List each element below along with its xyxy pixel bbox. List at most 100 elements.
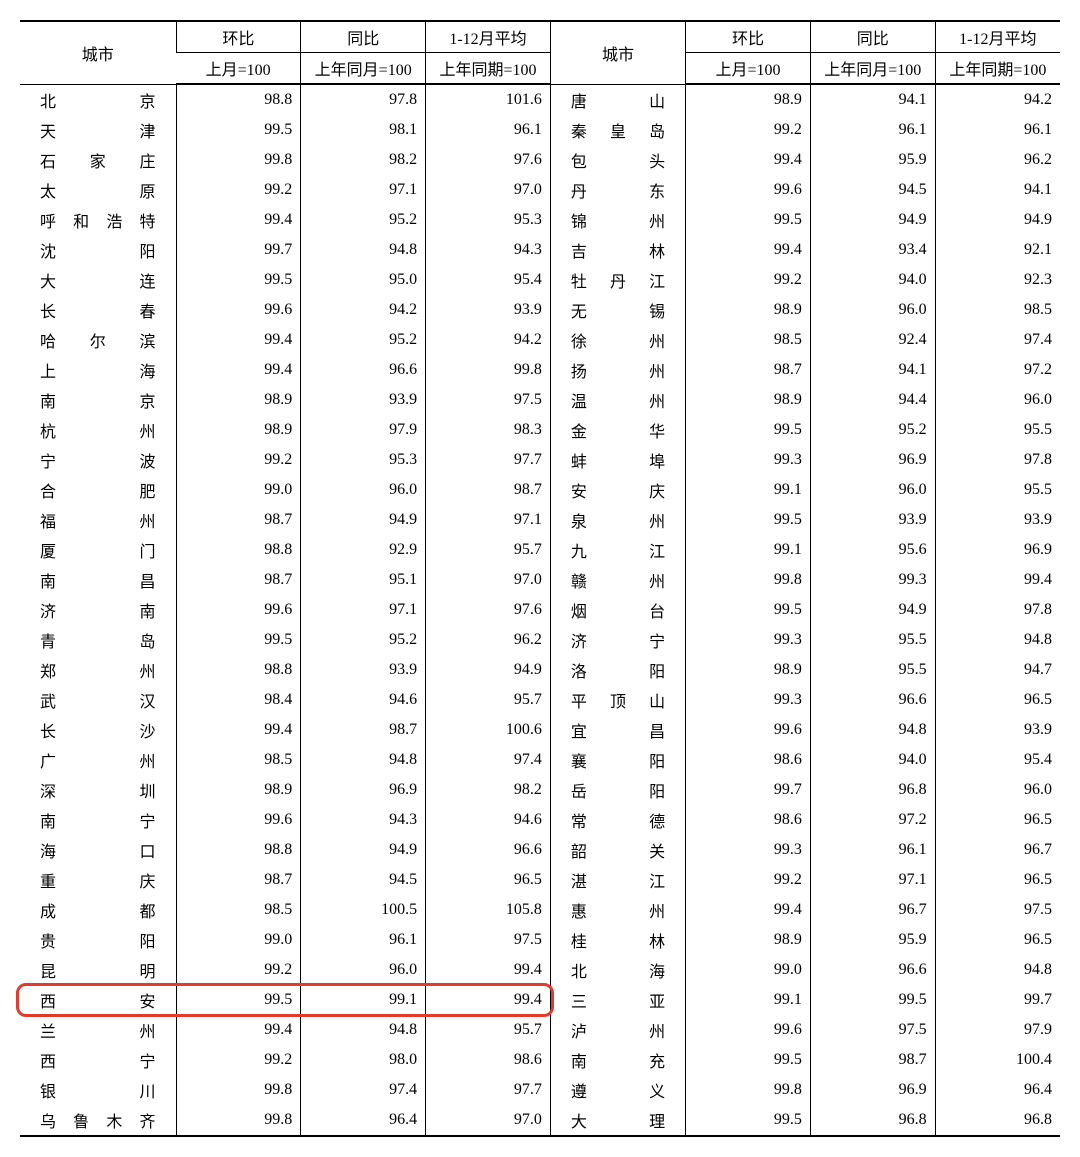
avg-cell-left: 97.6 (426, 145, 551, 175)
yoy-cell-right: 96.8 (810, 1105, 935, 1136)
yoy-cell-right: 94.9 (810, 595, 935, 625)
yoy-cell-right: 94.1 (810, 355, 935, 385)
city-cell-left: 银 川 (20, 1075, 176, 1105)
city-cell-right: 蚌 埠 (550, 445, 685, 475)
yoy-cell-right: 96.0 (810, 475, 935, 505)
yoy-cell-right: 96.7 (810, 895, 935, 925)
yoy-cell-right: 95.2 (810, 415, 935, 445)
yoy-cell-left: 95.1 (301, 565, 426, 595)
mom-cell-right: 99.4 (686, 895, 811, 925)
mom-cell-left: 99.5 (176, 625, 301, 655)
avg-cell-right: 97.9 (935, 1015, 1060, 1045)
mom-cell-right: 99.4 (686, 145, 811, 175)
city-cell-left: 杭 州 (20, 415, 176, 445)
avg-cell-left: 95.7 (426, 1015, 551, 1045)
yoy-cell-left: 94.5 (301, 865, 426, 895)
yoy-cell-left: 98.2 (301, 145, 426, 175)
city-cell-right: 湛 江 (550, 865, 685, 895)
avg-cell-left: 95.3 (426, 205, 551, 235)
mom-cell-left: 99.5 (176, 115, 301, 145)
avg-cell-left: 95.4 (426, 265, 551, 295)
yoy-cell-left: 95.2 (301, 325, 426, 355)
mom-cell-left: 98.8 (176, 535, 301, 565)
mom-cell-left: 99.7 (176, 235, 301, 265)
avg-cell-right: 97.8 (935, 445, 1060, 475)
yoy-cell-left: 98.1 (301, 115, 426, 145)
city-cell-right: 牡 丹 江 (550, 265, 685, 295)
header-city-right: 城市 (550, 21, 685, 84)
mom-cell-left: 98.8 (176, 835, 301, 865)
city-cell-right: 秦 皇 岛 (550, 115, 685, 145)
yoy-cell-left: 96.1 (301, 925, 426, 955)
header-mom-sub-right: 上月=100 (686, 53, 811, 85)
mom-cell-right: 98.9 (686, 295, 811, 325)
avg-cell-left: 97.0 (426, 1105, 551, 1136)
mom-cell-right: 99.2 (686, 115, 811, 145)
table-row: 郑 州98.893.994.9洛 阳98.995.594.7 (20, 655, 1060, 685)
city-cell-left: 郑 州 (20, 655, 176, 685)
table-row: 西 宁99.298.098.6南 充99.598.7100.4 (20, 1045, 1060, 1075)
yoy-cell-right: 97.1 (810, 865, 935, 895)
avg-cell-left: 96.2 (426, 625, 551, 655)
table-row: 广 州98.594.897.4襄 阳98.694.095.4 (20, 745, 1060, 775)
city-cell-left: 重 庆 (20, 865, 176, 895)
yoy-cell-left: 94.3 (301, 805, 426, 835)
mom-cell-left: 99.4 (176, 715, 301, 745)
table-row: 长 沙99.498.7100.6宜 昌99.694.893.9 (20, 715, 1060, 745)
mom-cell-right: 99.1 (686, 475, 811, 505)
yoy-cell-left: 97.9 (301, 415, 426, 445)
avg-cell-left: 99.4 (426, 955, 551, 985)
yoy-cell-left: 93.9 (301, 385, 426, 415)
avg-cell-right: 99.7 (935, 985, 1060, 1015)
yoy-cell-left: 97.8 (301, 84, 426, 115)
yoy-cell-right: 96.8 (810, 775, 935, 805)
table-row: 南 昌98.795.197.0赣 州99.899.399.4 (20, 565, 1060, 595)
table-row: 沈 阳99.794.894.3吉 林99.493.492.1 (20, 235, 1060, 265)
avg-cell-right: 96.0 (935, 775, 1060, 805)
city-cell-left: 石 家 庄 (20, 145, 176, 175)
header-avg-sub-right: 上年同期=100 (935, 53, 1060, 85)
city-cell-left: 北 京 (20, 84, 176, 115)
yoy-cell-left: 97.4 (301, 1075, 426, 1105)
mom-cell-left: 98.5 (176, 895, 301, 925)
mom-cell-left: 99.4 (176, 205, 301, 235)
avg-cell-left: 97.5 (426, 925, 551, 955)
mom-cell-left: 99.4 (176, 325, 301, 355)
mom-cell-left: 98.7 (176, 505, 301, 535)
yoy-cell-right: 94.0 (810, 265, 935, 295)
table-row: 宁 波99.295.397.7蚌 埠99.396.997.8 (20, 445, 1060, 475)
avg-cell-left: 93.9 (426, 295, 551, 325)
table-row: 乌鲁木齐99.896.497.0大 理99.596.896.8 (20, 1105, 1060, 1136)
avg-cell-right: 96.1 (935, 115, 1060, 145)
table-row: 北 京98.897.8101.6唐 山98.994.194.2 (20, 84, 1060, 115)
avg-cell-left: 95.7 (426, 685, 551, 715)
yoy-cell-right: 95.5 (810, 625, 935, 655)
avg-cell-right: 95.5 (935, 415, 1060, 445)
table-row: 成 都98.5100.5105.8惠 州99.496.797.5 (20, 895, 1060, 925)
avg-cell-left: 97.4 (426, 745, 551, 775)
yoy-cell-right: 94.9 (810, 205, 935, 235)
table-row: 青 岛99.595.296.2济 宁99.395.594.8 (20, 625, 1060, 655)
city-cell-right: 平 顶 山 (550, 685, 685, 715)
avg-cell-right: 97.2 (935, 355, 1060, 385)
city-cell-right: 济 宁 (550, 625, 685, 655)
yoy-cell-left: 97.1 (301, 595, 426, 625)
city-cell-left: 大 连 (20, 265, 176, 295)
yoy-cell-left: 96.0 (301, 955, 426, 985)
mom-cell-left: 99.2 (176, 175, 301, 205)
city-cell-right: 韶 关 (550, 835, 685, 865)
city-cell-left: 厦 门 (20, 535, 176, 565)
table-row: 福 州98.794.997.1泉 州99.593.993.9 (20, 505, 1060, 535)
city-cell-left: 兰 州 (20, 1015, 176, 1045)
city-cell-left: 西 宁 (20, 1045, 176, 1075)
avg-cell-right: 97.8 (935, 595, 1060, 625)
avg-cell-left: 97.0 (426, 565, 551, 595)
mom-cell-left: 98.8 (176, 84, 301, 115)
mom-cell-right: 99.5 (686, 595, 811, 625)
avg-cell-left: 94.2 (426, 325, 551, 355)
table-row: 海 口98.894.996.6韶 关99.396.196.7 (20, 835, 1060, 865)
yoy-cell-right: 94.1 (810, 84, 935, 115)
avg-cell-right: 94.9 (935, 205, 1060, 235)
city-cell-left: 成 都 (20, 895, 176, 925)
avg-cell-right: 96.9 (935, 535, 1060, 565)
